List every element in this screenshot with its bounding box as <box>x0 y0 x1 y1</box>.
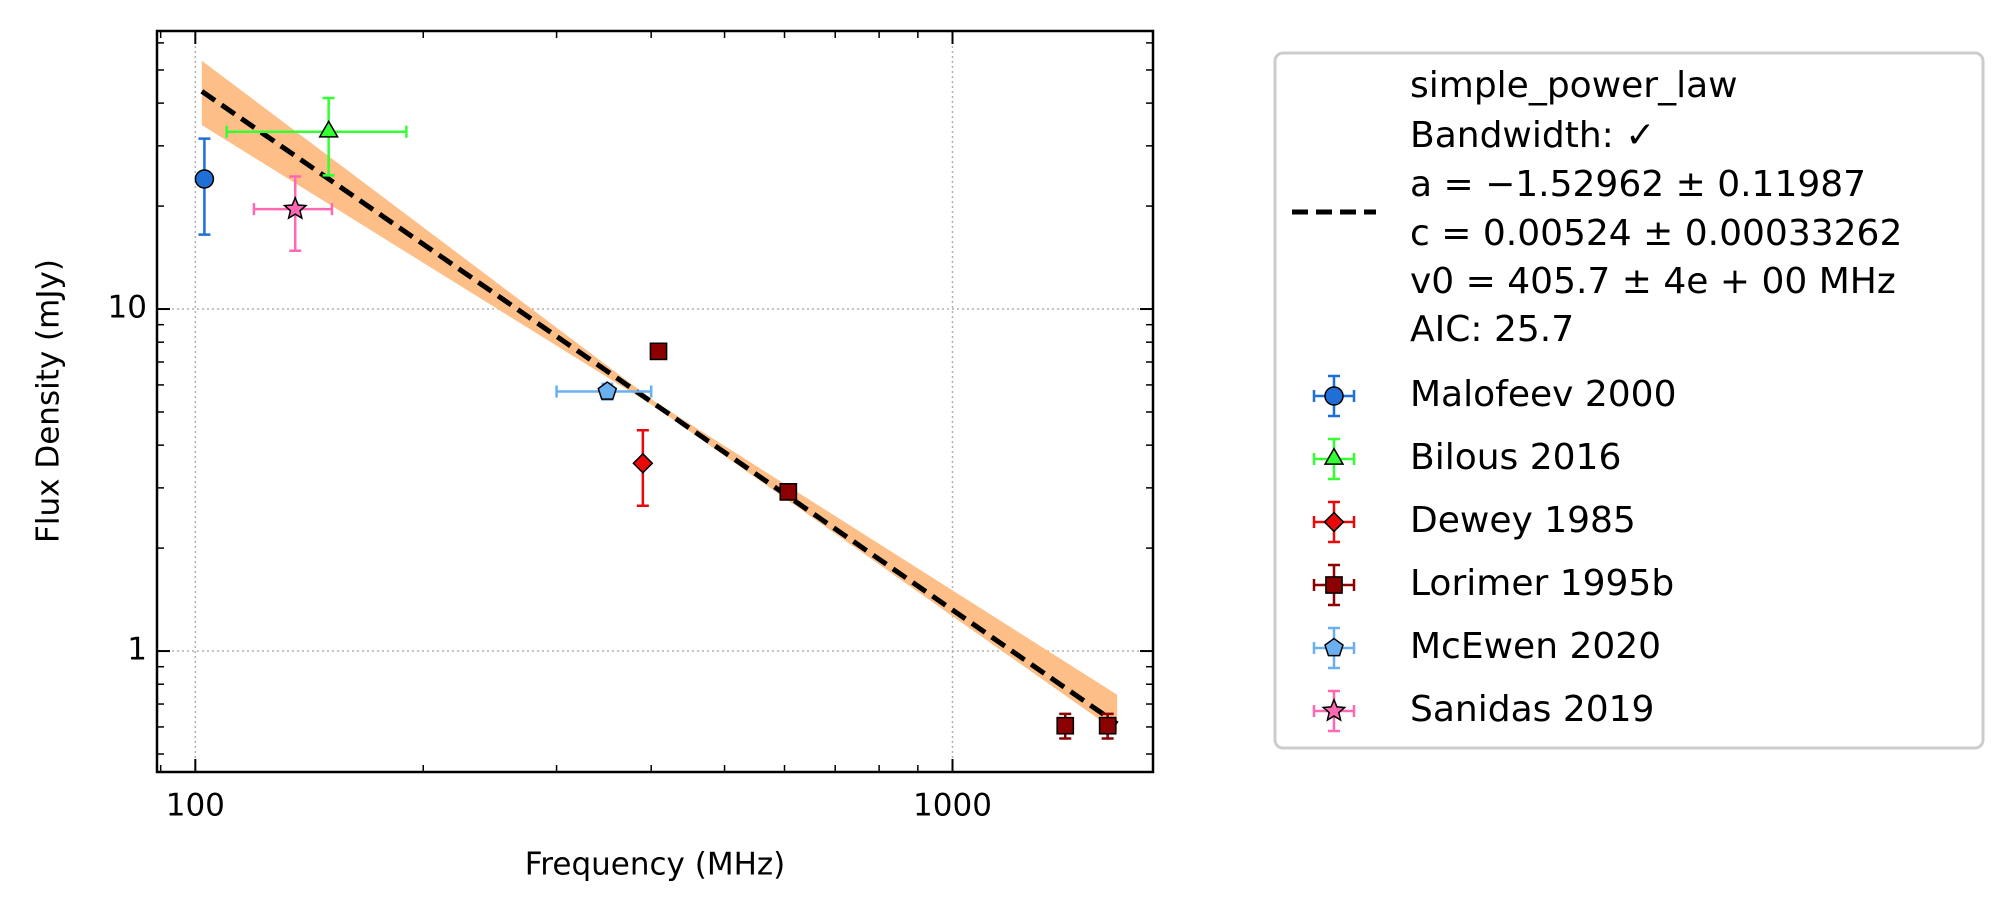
x-tick-label: 1000 <box>913 788 992 824</box>
legend-label: a = −1.52962 ± 0.11987 <box>1410 164 1866 205</box>
legend-label: Bandwidth: ✓ <box>1410 115 1655 156</box>
legend-marker <box>1324 386 1344 406</box>
legend-label: Bilous 2016 <box>1410 437 1621 478</box>
data-point <box>649 342 668 361</box>
legend-marker <box>1324 637 1344 657</box>
x-tick-label: 100 <box>166 788 225 824</box>
legend-label: AIC: 25.7 <box>1410 309 1574 350</box>
plot-frame <box>155 29 1155 774</box>
legend-label: Malofeev 2000 <box>1410 374 1676 415</box>
data-point <box>1098 716 1117 735</box>
y-axis-label: Flux Density (mJy) <box>31 259 67 543</box>
legend-marker <box>1323 447 1345 465</box>
data-point <box>632 452 654 474</box>
legend-label: v0 = 405.7 ± 4e + 00 MHz <box>1410 261 1896 302</box>
y-tick-label: 1 <box>127 632 147 668</box>
x-error-bar <box>225 125 408 138</box>
x-axis-label: Frequency (MHz) <box>525 847 786 883</box>
data-point <box>779 483 798 501</box>
data-point <box>194 169 215 189</box>
data-point <box>318 119 339 138</box>
legend: simple_power_law Bandwidth: ✓ a = −1.52962… <box>1292 65 1902 733</box>
data-point <box>1056 716 1075 735</box>
fit-line <box>200 89 1119 726</box>
legend-label: c = 0.00524 ± 0.00033262 <box>1410 213 1902 254</box>
legend-box <box>1273 51 1985 750</box>
legend-label: McEwen 2020 <box>1410 626 1661 667</box>
legend-label: simple_power_law <box>1410 65 1738 106</box>
legend-marker <box>1323 511 1345 533</box>
y-tick-label: 10 <box>108 290 147 326</box>
legend-label: Lorimer 1995b <box>1410 563 1674 604</box>
fit-band <box>201 60 1118 732</box>
legend-label: Dewey 1985 <box>1410 500 1636 541</box>
data-point <box>597 381 618 400</box>
data-point <box>282 195 308 220</box>
legend-marker <box>1321 697 1347 722</box>
legend-marker <box>1325 576 1343 594</box>
legend-label: Sanidas 2019 <box>1410 689 1654 730</box>
